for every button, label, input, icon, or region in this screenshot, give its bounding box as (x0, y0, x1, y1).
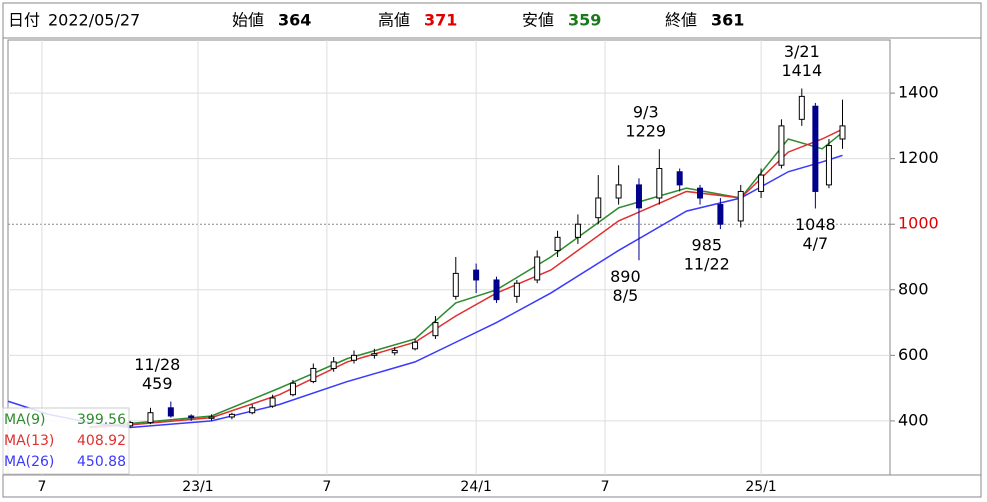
candle-body (635, 184, 642, 209)
annotation-date: 11/28 (134, 355, 180, 374)
y-tick-label: 1000 (898, 214, 939, 233)
candle-body (269, 397, 276, 407)
candle-body (330, 361, 337, 369)
candle-body (351, 354, 358, 361)
candle-body (452, 272, 459, 297)
candle-body (554, 236, 561, 251)
legend-name: MA(13) (4, 433, 54, 449)
annotation-date: 8/5 (613, 286, 639, 305)
x-tick-label: 7 (322, 479, 331, 495)
y-tick-label: 1200 (898, 148, 939, 167)
annotation-date: 11/22 (684, 255, 730, 274)
candle-body (249, 407, 256, 414)
annotation-value: 1048 (795, 215, 836, 234)
annotation-date: 3/21 (784, 42, 820, 61)
field-value: 364 (278, 11, 311, 30)
y-tick-label: 400 (898, 410, 929, 429)
legend-value: 399.56 (77, 412, 126, 428)
candle-body (412, 341, 419, 350)
annotation-date: 4/7 (802, 234, 828, 253)
candle-body (228, 413, 235, 418)
candle-body (534, 256, 541, 281)
annotation-value: 459 (142, 374, 173, 393)
candle-body (432, 322, 439, 337)
candle-body (371, 353, 378, 356)
candle-body (717, 204, 724, 225)
candle-body (812, 105, 819, 192)
candle-body (391, 349, 398, 354)
x-tick-label: 24/1 (460, 479, 491, 495)
legend-box (2, 407, 130, 475)
candle-body (188, 415, 195, 419)
annotation-value: 1414 (781, 61, 822, 80)
legend-value: 450.88 (77, 454, 126, 470)
candle-body (473, 269, 480, 281)
field-value: 371 (424, 11, 457, 30)
candle-body (778, 125, 785, 166)
field-label: 高値 (378, 11, 410, 30)
candle-body (595, 197, 602, 219)
candle-body (513, 282, 520, 297)
field-label: 終値 (665, 11, 697, 30)
candle-body (798, 95, 805, 120)
field-value: 361 (711, 11, 744, 30)
candle-body (839, 125, 846, 140)
candle-body (825, 145, 832, 186)
candle-body (574, 223, 581, 238)
field-label: 始値 (232, 11, 264, 30)
candle-body (615, 184, 622, 199)
annotation-date: 9/3 (633, 103, 659, 122)
legend-value: 408.92 (77, 433, 126, 449)
candle-body (167, 407, 174, 417)
candle-body (758, 174, 765, 192)
legend-name: MA(26) (4, 454, 54, 470)
candle-body (656, 168, 663, 199)
candle-body (147, 412, 154, 424)
x-tick-label: 7 (601, 479, 610, 495)
field-label: 安値 (522, 11, 554, 30)
candle-body (208, 416, 215, 419)
candle-body (697, 187, 704, 199)
x-tick-label: 7 (37, 479, 46, 495)
candle-body (737, 190, 744, 222)
date: 2022/05/27 (48, 11, 140, 30)
x-tick-label: 23/1 (182, 479, 213, 495)
candle-body (676, 171, 683, 186)
candle-body (289, 382, 296, 396)
annotation-value: 890 (610, 267, 641, 286)
field-value: 359 (568, 11, 601, 30)
candle-body (493, 279, 500, 301)
annotation-value: 1229 (625, 122, 666, 141)
y-tick-label: 800 (898, 279, 929, 298)
y-tick-label: 1400 (898, 83, 939, 102)
legend-name: MA(9) (4, 412, 46, 428)
date-label: 日付 (8, 11, 40, 30)
x-tick-label: 25/1 (745, 479, 776, 495)
annotation-value: 985 (692, 236, 723, 255)
y-tick-label: 600 (898, 345, 929, 364)
candle-body (310, 367, 317, 383)
